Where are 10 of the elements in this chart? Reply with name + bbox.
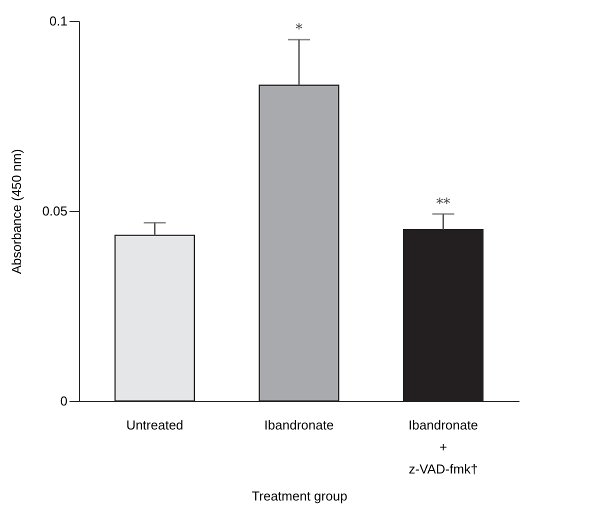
annotation: ** — [436, 196, 450, 212]
y-tick-label: 0 — [60, 394, 68, 408]
x-tick-label: Ibandronate — [264, 418, 334, 432]
x-tick-label: Ibandronate + z-VAD-fmk† — [408, 418, 478, 476]
y-axis-title: Absorbance (450 nm) — [9, 148, 24, 274]
x-tick-label: Untreated — [126, 418, 184, 432]
annotation: * — [296, 22, 302, 38]
y-tick-label: 0.05 — [42, 204, 68, 218]
x-axis-title: Treatment group — [252, 488, 348, 504]
y-tick-label: 0.1 — [49, 14, 68, 28]
